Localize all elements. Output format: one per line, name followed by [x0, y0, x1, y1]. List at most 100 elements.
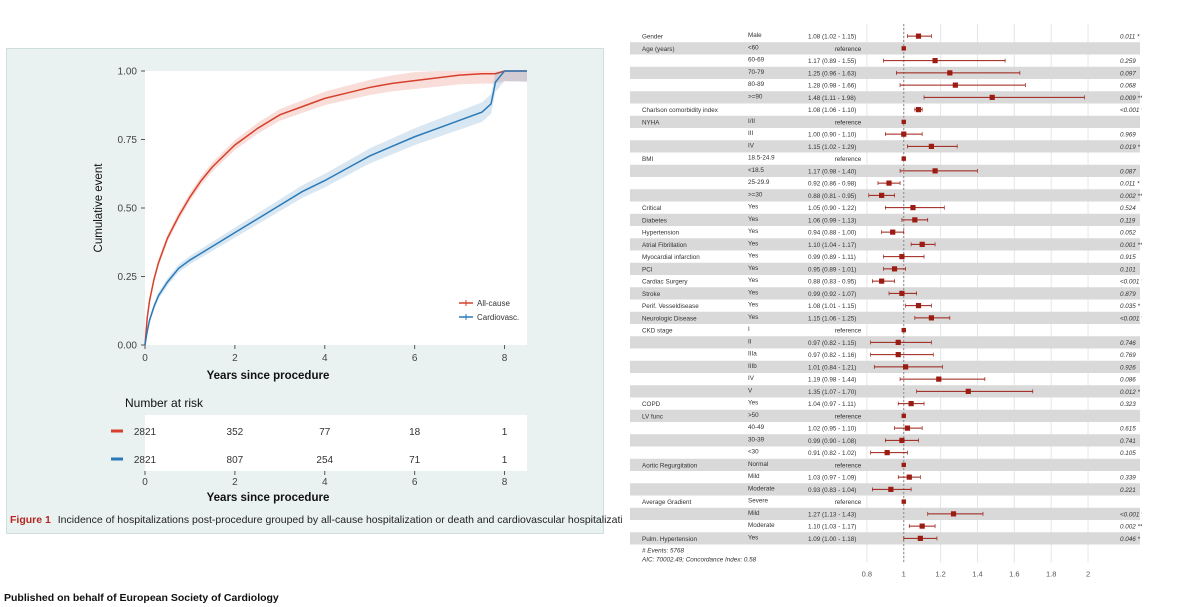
forest-estimate-text: reference	[835, 119, 862, 126]
risk-count: 2821	[134, 427, 157, 438]
forest-p-value: 0.221	[1120, 487, 1136, 494]
forest-level-label: Yes	[748, 253, 758, 260]
forest-level-label: 80-89	[748, 81, 765, 88]
forest-estimate-text: 0.93 (0.83 - 1.04)	[808, 487, 856, 494]
forest-p-value: <0.001 ***	[1120, 107, 1142, 114]
forest-row-stripe	[630, 91, 1140, 104]
series-ci-band	[145, 71, 527, 345]
forest-plot: Gender Male 1.08 (1.02 - 1.15) 0.011 * Age (…	[622, 24, 1142, 579]
forest-p-value: 0.009 **	[1120, 95, 1142, 102]
forest-variable-label: Aortic Regurgitation	[642, 462, 698, 469]
forest-level-label: Yes	[748, 240, 758, 247]
forest-p-value: 0.879	[1120, 291, 1136, 298]
forest-level-label: Yes	[748, 534, 758, 541]
forest-level-label: Yes	[748, 216, 758, 223]
risk-table-area	[145, 415, 527, 471]
forest-point	[928, 143, 934, 149]
y-tick-label: 1.00	[118, 67, 138, 78]
series-line	[144, 70, 527, 346]
forest-variable-label: BMI	[642, 156, 653, 163]
forest-p-value: 0.086	[1120, 377, 1136, 384]
risk-x-tick-label: 8	[502, 477, 508, 488]
forest-level-label: >=30	[748, 191, 763, 198]
forest-estimate-text: 1.15 (1.06 - 1.25)	[808, 315, 856, 322]
forest-variable-label: Myocardial infarction	[642, 254, 700, 261]
forest-level-label: Yes	[748, 228, 758, 235]
forest-estimate-text: 1.28 (0.98 - 1.66)	[808, 83, 856, 90]
forest-point	[932, 168, 938, 174]
forest-estimate-text: reference	[835, 46, 862, 53]
risk-count: 1	[502, 427, 508, 438]
forest-variable-label: Charlson comorbidity index	[642, 107, 719, 114]
figure-caption-text: Incidence of hospitalizations post-proce…	[57, 514, 679, 526]
forest-row-stripe	[630, 507, 1140, 520]
risk-count: 71	[409, 455, 421, 466]
forest-p-value: 0.002 **	[1120, 524, 1142, 531]
forest-point	[906, 474, 912, 480]
forest-point	[901, 131, 907, 137]
legend-label: Cardiovasc.	[477, 313, 519, 322]
forest-level-label: >50	[748, 412, 759, 419]
forest-p-value: 0.259	[1120, 58, 1136, 65]
forest-point	[952, 82, 958, 88]
forest-row-stripe	[630, 532, 1140, 545]
forest-level-label: Yes	[748, 289, 758, 296]
risk-count: 1	[502, 455, 508, 466]
y-tick-label: 0.75	[118, 135, 138, 146]
forest-estimate-text: 1.09 (1.00 - 1.18)	[808, 536, 856, 543]
forest-estimate-text: reference	[835, 499, 862, 506]
risk-x-axis-title: Years since procedure	[207, 492, 330, 504]
forest-level-label: Mild	[748, 510, 760, 517]
forest-estimate-text: 1.17 (0.89 - 1.55)	[808, 58, 856, 65]
forest-estimate-text: 1.27 (1.13 - 1.43)	[808, 511, 856, 518]
y-axis-title: Cumulative event	[93, 163, 105, 253]
forest-point	[928, 315, 934, 321]
forest-estimate-text: 1.08 (1.01 - 1.15)	[808, 303, 856, 310]
forest-p-value: 0.001 **	[1120, 242, 1142, 249]
forest-point	[917, 535, 923, 541]
forest-point	[910, 205, 916, 211]
forest-p-value: 0.323	[1120, 401, 1136, 408]
forest-row-stripe	[630, 213, 1140, 226]
forest-level-label: Yes	[748, 204, 758, 211]
forest-level-label: Yes	[748, 400, 758, 407]
forest-p-value: 0.011 *	[1120, 181, 1140, 188]
forest-point	[947, 70, 953, 76]
forest-level-label: 60-69	[748, 57, 765, 64]
forest-estimate-text: 1.08 (1.06 - 1.10)	[808, 107, 856, 114]
forest-estimate-text: 1.01 (0.84 - 1.21)	[808, 364, 856, 371]
forest-level-label: 40-49	[748, 424, 765, 431]
risk-count: 254	[316, 455, 333, 466]
forest-estimate-text: 0.95 (0.89 - 1.01)	[808, 266, 856, 273]
forest-p-value: <0.001 ***	[1120, 511, 1142, 518]
forest-p-value: 0.769	[1120, 352, 1136, 359]
forest-estimate-text: reference	[835, 156, 862, 163]
forest-p-value: <0.001 ***	[1120, 315, 1142, 322]
forest-point	[903, 364, 909, 370]
forest-point	[908, 401, 914, 407]
forest-reference-point	[901, 119, 906, 125]
forest-level-label: V	[748, 387, 753, 394]
forest-level-label: Severe	[748, 498, 768, 505]
forest-estimate-text: 1.02 (0.95 - 1.10)	[808, 426, 856, 433]
forest-estimate-text: 1.48 (1.11 - 1.98)	[808, 95, 856, 102]
forest-estimate-text: 1.15 (1.02 - 1.29)	[808, 144, 856, 151]
forest-level-label: II	[748, 338, 752, 345]
figure-caption: Figure 1 Incidence of hospitalizations p…	[10, 514, 679, 526]
forest-estimate-text: 1.03 (0.97 - 1.09)	[808, 475, 856, 482]
forest-estimate-text: reference	[835, 413, 862, 420]
forest-level-label: Yes	[748, 277, 758, 284]
forest-variable-label: Average Gradient	[642, 499, 691, 506]
forest-point	[936, 376, 942, 382]
forest-estimate-text: 0.99 (0.90 - 1.08)	[808, 438, 856, 445]
forest-point	[895, 352, 901, 358]
forest-level-label: IV	[748, 142, 755, 149]
series-ci-band	[145, 71, 527, 345]
forest-level-label: 18.5-24.9	[748, 155, 775, 162]
forest-point	[899, 290, 905, 296]
forest-level-label: Moderate	[748, 485, 775, 492]
risk-count: 77	[319, 427, 331, 438]
forest-point	[899, 254, 905, 260]
forest-x-tick-label: 1.6	[1009, 570, 1019, 579]
forest-variable-label: Critical	[642, 205, 661, 212]
